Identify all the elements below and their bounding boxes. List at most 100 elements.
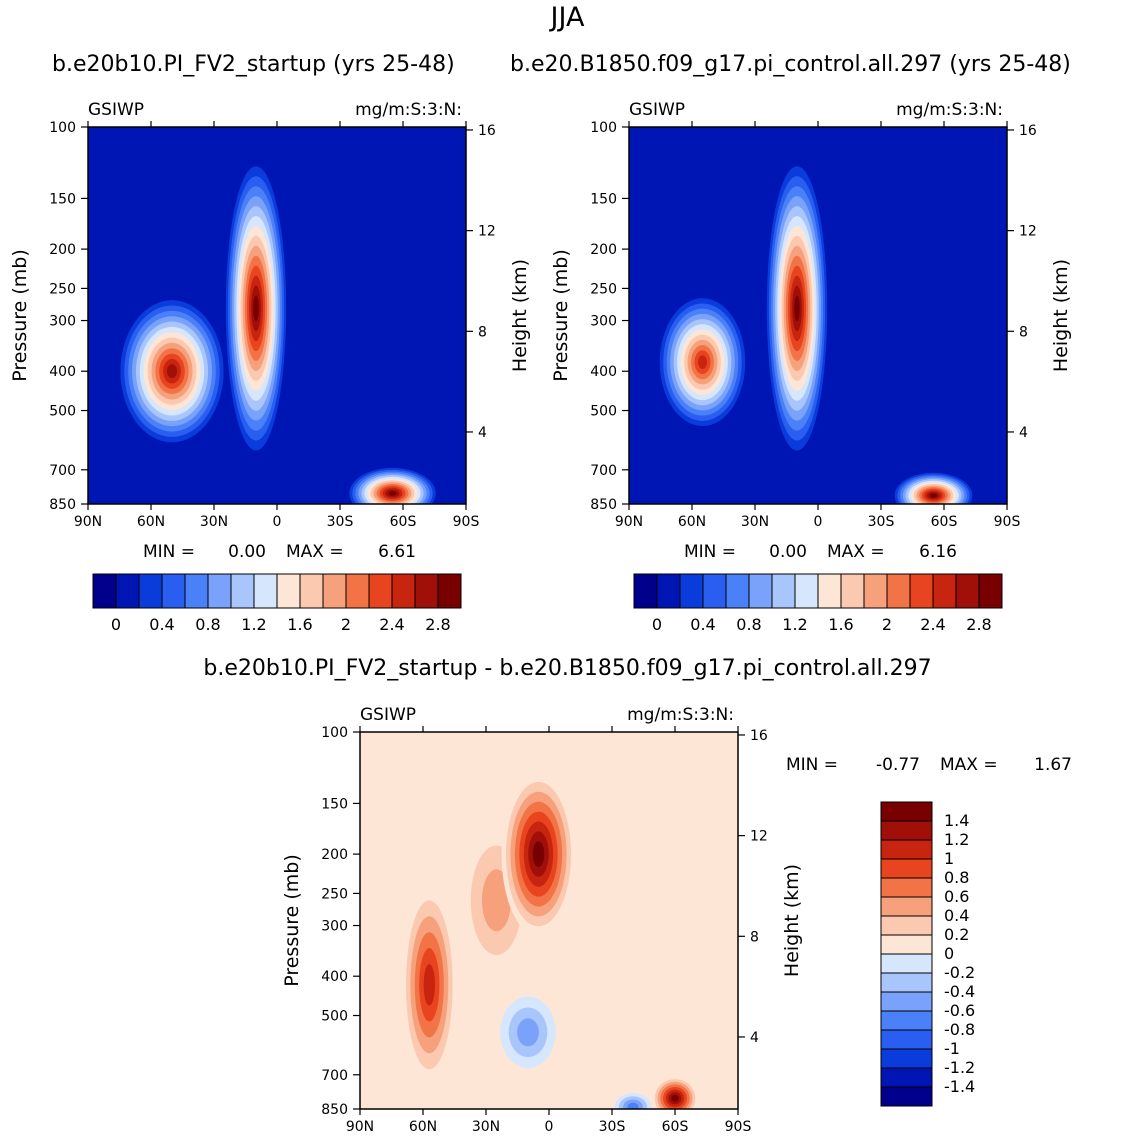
colorbar-swatch: [880, 915, 933, 936]
max-label: MAX =: [827, 542, 885, 562]
colorbar-label: 2.4: [379, 615, 404, 634]
min-value: 0.00: [228, 542, 266, 562]
colorbar-swatch: [138, 573, 163, 609]
diff-panel-title: b.e20b10.PI_FV2_startup - b.e20.B1850.f0…: [203, 656, 932, 681]
colorbar-label: 1.2: [782, 615, 807, 634]
colorbar-swatch: [725, 573, 750, 609]
colorbar-label: 1.6: [828, 615, 853, 634]
colorbar-label: 1.2: [944, 830, 969, 849]
y-tick-label: 700: [49, 463, 76, 479]
y-right-tick-label: 12: [478, 224, 496, 240]
colorbar-swatch: [437, 573, 462, 609]
colorbar-swatch: [880, 820, 933, 841]
colorbar-swatch: [932, 573, 957, 609]
x-tick-label: 0: [273, 514, 282, 530]
colorbar-label: 0: [944, 944, 954, 963]
contour-fill: [388, 491, 397, 496]
y-right-tick-label: 8: [750, 929, 759, 945]
colorbar-swatch: [633, 573, 658, 609]
y-tick-label: 400: [321, 969, 348, 985]
colorbar-swatch: [817, 573, 842, 609]
y-tick-label: 500: [590, 404, 617, 420]
y-right-tick-label: 12: [750, 829, 768, 845]
colorbar-label: 0.4: [944, 906, 969, 925]
units-label: mg/m:S:3:N:: [627, 705, 734, 725]
colorbar-swatch: [345, 573, 370, 609]
x-tick-label: 30S: [868, 514, 895, 530]
x-tick-label: 90S: [453, 514, 480, 530]
colorbar-swatch: [955, 573, 980, 609]
left-panel-subtitle: b.e20b10.PI_FV2_startup (yrs 25-48): [52, 52, 455, 77]
y-tick-label: 850: [590, 497, 617, 513]
contour-fill: [697, 355, 708, 369]
x-tick-label: 60N: [678, 514, 706, 530]
y-tick-label: 150: [321, 796, 348, 812]
colorbar-label: 0.4: [149, 615, 174, 634]
units-label: mg/m:S:3:N:: [355, 100, 462, 120]
colorbar-label: 0.8: [736, 615, 761, 634]
y-tick-label: 500: [49, 404, 76, 420]
x-tick-label: 30S: [327, 514, 354, 530]
colorbar-swatch: [840, 573, 865, 609]
colorbar-swatch: [880, 1067, 933, 1088]
colorbar-label: -0.4: [944, 982, 975, 1001]
y-tick-label: 850: [49, 497, 76, 513]
colorbar-swatch: [771, 573, 796, 609]
y-right-tick-label: 4: [750, 1030, 759, 1046]
colorbar-swatch: [863, 573, 888, 609]
colorbar-swatch: [880, 877, 933, 898]
min-value: -0.77: [876, 755, 920, 775]
y-tick-label: 700: [321, 1068, 348, 1084]
y-right-tick-label: 4: [478, 425, 487, 441]
colorbar-swatch: [207, 573, 232, 609]
x-tick-label: 90S: [994, 514, 1021, 530]
x-tick-label: 0: [545, 1119, 554, 1135]
colorbar-swatch: [886, 573, 911, 609]
colorbar-label: 2: [341, 615, 351, 634]
colorbar-swatch: [880, 896, 933, 917]
colorbar-label: 0: [111, 615, 121, 634]
colorbar-swatch: [880, 934, 933, 955]
y-right-tick-label: 12: [1019, 224, 1037, 240]
colorbar-label: 2.8: [425, 615, 450, 634]
y-tick-label: 300: [49, 314, 76, 330]
colorbar-swatch: [794, 573, 819, 609]
y-right-tick-label: 16: [478, 123, 496, 139]
colorbar-label: 1.2: [241, 615, 266, 634]
colorbar-label: -1: [944, 1039, 960, 1058]
x-tick-label: 30S: [599, 1119, 626, 1135]
colorbar-label: 1.6: [287, 615, 312, 634]
y-tick-label: 500: [321, 1009, 348, 1025]
colorbar-swatch: [656, 573, 681, 609]
contour-fill: [423, 964, 436, 1006]
chart-panel-diff: 90N 60N 30N 0 30S 60S 90S 100 150 200 250 300 400 500…: [281, 705, 1072, 1135]
min-label: MIN =: [684, 542, 736, 562]
y-tick-label: 100: [590, 120, 617, 136]
y-tick-label: 400: [49, 364, 76, 380]
colorbar-swatch: [184, 573, 209, 609]
colorbar-label: -0.8: [944, 1020, 975, 1039]
contour-fill: [253, 295, 259, 322]
right-panel-subtitle: b.e20.B1850.f09_g17.pi_control.all.297 (…: [510, 52, 1071, 77]
figure-title: JJA: [550, 2, 585, 33]
contour-fill: [166, 364, 178, 379]
colorbar-swatch: [880, 953, 933, 974]
colorbar-swatch: [322, 573, 347, 609]
y-tick-label: 300: [590, 314, 617, 330]
colorbar-label: 2: [882, 615, 892, 634]
colorbar-swatch: [748, 573, 773, 609]
y-tick-label: 250: [590, 281, 617, 297]
max-value: 6.61: [378, 542, 416, 562]
min-value: 0.00: [769, 542, 807, 562]
contour-fill: [794, 295, 800, 322]
colorbar-swatch: [978, 573, 1003, 609]
y-tick-label: 100: [321, 725, 348, 741]
y-tick-label: 850: [321, 1102, 348, 1118]
colorbar-label: 1.4: [944, 811, 969, 830]
colorbar-label: -1.4: [944, 1077, 975, 1096]
x-tick-label: 30N: [741, 514, 769, 530]
colorbar-swatch: [880, 972, 933, 993]
max-value: 6.16: [919, 542, 957, 562]
contour-fill: [627, 1102, 639, 1109]
y-right-axis-title: Height (km): [781, 864, 803, 977]
